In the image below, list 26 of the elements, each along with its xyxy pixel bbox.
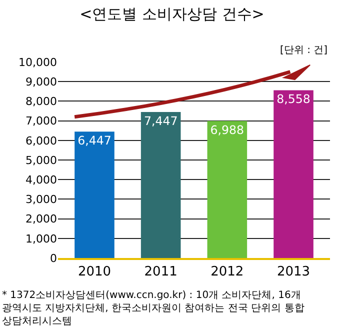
chart-title: <연도별 소비자상담 건수> (80, 4, 264, 23)
y-tick-label: 7,000 (26, 114, 57, 128)
bar (140, 112, 181, 258)
y-tick-label: 0 (50, 252, 57, 265)
data-label: 6,988 (210, 123, 244, 138)
bar (74, 132, 114, 258)
y-tick-label: 4,000 (26, 173, 57, 186)
x-tick-label: 2010 (78, 264, 112, 280)
text: * 1372소비자상담센터(www.ccn.go.kr) : 10개 소비자단체, 16개 광역시도 지방자치단체, 한국소비자원이 참여하는 전국 단위의 통합 상담처리시스템 (2, 290, 304, 327)
y-tick-label: 3,000 (26, 193, 57, 206)
data-label: 7,447 (144, 114, 178, 128)
y-tick-label: 5,000 (26, 154, 57, 167)
y-tick-label: 9,000 (26, 75, 57, 88)
x-tick-label: 2011 (144, 264, 178, 280)
y-tick-label: 1,000 (26, 232, 57, 246)
bar (207, 121, 248, 258)
x-tick-label: 2012 (210, 264, 244, 280)
y-tick-label: 6,000 (26, 134, 57, 148)
y-tick-label: 2,000 (26, 212, 57, 226)
y-tick-label: 10,000 (18, 56, 57, 69)
data-label: 8,558 (276, 92, 310, 106)
data-label: 6,447 (78, 134, 112, 148)
y-tick-label: 8,000 (26, 95, 57, 108)
x-tick-label: 2013 (276, 264, 310, 280)
bar (274, 90, 314, 258)
text: [단위 : 건] (280, 45, 328, 56)
